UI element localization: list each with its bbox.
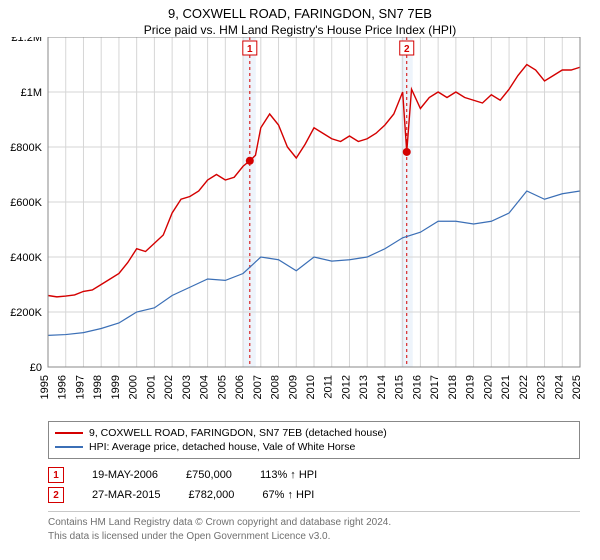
svg-text:2005: 2005 <box>216 375 228 399</box>
svg-text:1997: 1997 <box>74 375 86 399</box>
sale-row: 2 27-MAR-2015 £782,000 67% ↑ HPI <box>48 485 580 505</box>
legend-item: 9, COXWELL ROAD, FARINGDON, SN7 7EB (det… <box>55 426 573 440</box>
price-chart: £0 £200K £400K £600K £800K £1M £1.2M 1995 1996 19… <box>0 37 600 417</box>
svg-text:2: 2 <box>404 44 410 55</box>
svg-text:2000: 2000 <box>128 375 140 399</box>
legend-swatch-hpi <box>55 446 83 448</box>
svg-text:1: 1 <box>247 44 253 55</box>
svg-text:2023: 2023 <box>536 375 548 399</box>
svg-text:2011: 2011 <box>323 375 335 399</box>
svg-text:2003: 2003 <box>181 375 193 399</box>
svg-text:1999: 1999 <box>110 375 122 399</box>
svg-text:£600K: £600K <box>10 197 42 209</box>
svg-text:2015: 2015 <box>394 375 406 399</box>
svg-text:2010: 2010 <box>305 375 317 399</box>
sale-row: 1 19-MAY-2006 £750,000 113% ↑ HPI <box>48 465 580 485</box>
svg-text:1998: 1998 <box>92 375 104 399</box>
svg-text:2024: 2024 <box>553 375 565 399</box>
svg-text:2009: 2009 <box>287 375 299 399</box>
svg-text:£800K: £800K <box>10 142 42 154</box>
svg-text:£400K: £400K <box>10 252 42 264</box>
svg-text:1995: 1995 <box>39 375 51 399</box>
svg-text:2001: 2001 <box>145 375 157 399</box>
sales-table: 1 19-MAY-2006 £750,000 113% ↑ HPI 2 27-M… <box>48 465 580 505</box>
sale-marker-1: 1 <box>48 467 64 483</box>
svg-text:2025: 2025 <box>571 375 583 399</box>
svg-text:2020: 2020 <box>482 375 494 399</box>
svg-text:2019: 2019 <box>465 375 477 399</box>
svg-text:2017: 2017 <box>429 375 441 399</box>
svg-text:2022: 2022 <box>518 375 530 399</box>
footer: Contains HM Land Registry data © Crown c… <box>48 511 580 543</box>
svg-text:1996: 1996 <box>57 375 69 399</box>
svg-text:2018: 2018 <box>447 375 459 399</box>
svg-text:£1M: £1M <box>21 87 42 99</box>
sale-price: £782,000 <box>188 489 234 501</box>
chart-title: 9, COXWELL ROAD, FARINGDON, SN7 7EB <box>0 0 600 21</box>
sale-date: 27-MAR-2015 <box>92 489 160 501</box>
legend: 9, COXWELL ROAD, FARINGDON, SN7 7EB (det… <box>48 421 580 459</box>
svg-text:£1.2M: £1.2M <box>11 37 42 44</box>
sale-date: 19-MAY-2006 <box>92 469 158 481</box>
svg-text:2004: 2004 <box>199 375 211 399</box>
sale-pct: 113% ↑ HPI <box>260 469 317 481</box>
svg-text:2007: 2007 <box>252 375 264 399</box>
legend-label: 9, COXWELL ROAD, FARINGDON, SN7 7EB (det… <box>89 427 387 439</box>
svg-text:2012: 2012 <box>340 375 352 399</box>
sale-price: £750,000 <box>186 469 232 481</box>
svg-text:2008: 2008 <box>270 375 282 399</box>
svg-text:2016: 2016 <box>411 375 423 399</box>
footer-line: Contains HM Land Registry data © Crown c… <box>48 516 580 530</box>
svg-text:2013: 2013 <box>358 375 370 399</box>
legend-item: HPI: Average price, detached house, Vale… <box>55 440 573 454</box>
footer-line: This data is licensed under the Open Gov… <box>48 530 580 544</box>
svg-text:2002: 2002 <box>163 375 175 399</box>
svg-text:£200K: £200K <box>10 307 42 319</box>
sale-pct: 67% ↑ HPI <box>262 489 314 501</box>
svg-text:2021: 2021 <box>500 375 512 399</box>
svg-text:2006: 2006 <box>234 375 246 399</box>
chart-subtitle: Price paid vs. HM Land Registry's House … <box>0 21 600 37</box>
svg-text:2014: 2014 <box>376 375 388 399</box>
svg-text:£0: £0 <box>30 362 42 374</box>
legend-label: HPI: Average price, detached house, Vale… <box>89 441 355 453</box>
legend-swatch-property <box>55 432 83 434</box>
sale-marker-2: 2 <box>48 487 64 503</box>
